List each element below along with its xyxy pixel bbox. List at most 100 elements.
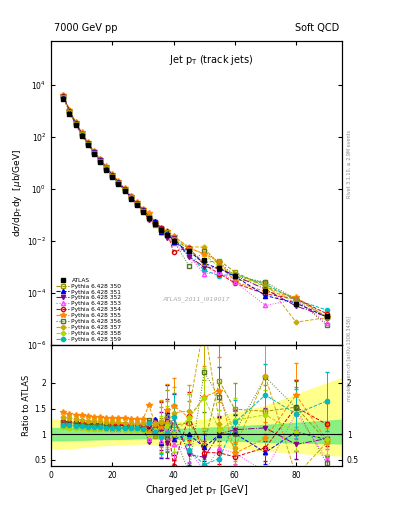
Pythia 6.428 353 (165, 231, 170, 238)
Pythia 6.428 353 (187, 252, 191, 259)
Pythia 6.428 359 (79, 131, 84, 137)
Text: 7000 GeV pp: 7000 GeV pp (54, 24, 118, 33)
Pythia 6.428 351 (232, 273, 237, 280)
Pythia 6.428 357 (324, 314, 329, 321)
Pythia 6.428 350 (73, 121, 78, 127)
Pythia 6.428 354 (67, 108, 72, 114)
Pythia 6.428 353 (92, 150, 96, 156)
Pythia 6.428 359 (104, 165, 108, 172)
Pythia 6.428 354 (61, 93, 66, 99)
Line: Pythia 6.428 356: Pythia 6.428 356 (61, 94, 329, 327)
Pythia 6.428 354 (98, 157, 103, 163)
Pythia 6.428 351 (217, 266, 222, 272)
Pythia 6.428 352 (134, 201, 139, 207)
Pythia 6.428 358 (165, 231, 170, 237)
Pythia 6.428 357 (147, 215, 151, 221)
Pythia 6.428 356 (159, 225, 163, 231)
Pythia 6.428 359 (73, 120, 78, 126)
Pythia 6.428 352 (122, 187, 127, 193)
Pythia 6.428 358 (61, 94, 66, 100)
Pythia 6.428 356 (73, 120, 78, 126)
Pythia 6.428 352 (187, 253, 191, 260)
Y-axis label: d$\sigma$/dp$_\mathsf{T}$dy  [$\mu$b/GeV]: d$\sigma$/dp$_\mathsf{T}$dy [$\mu$b/GeV] (11, 148, 24, 237)
Pythia 6.428 350 (110, 173, 115, 179)
Pythia 6.428 350 (134, 201, 139, 207)
Pythia 6.428 350 (147, 214, 151, 220)
Pythia 6.428 352 (147, 217, 151, 223)
Pythia 6.428 351 (294, 300, 298, 306)
Pythia 6.428 356 (110, 173, 115, 179)
Pythia 6.428 353 (153, 219, 158, 225)
Pythia 6.428 358 (85, 141, 90, 147)
Pythia 6.428 351 (153, 218, 158, 224)
Pythia 6.428 358 (171, 238, 176, 244)
Pythia 6.428 355 (263, 288, 268, 294)
Pythia 6.428 351 (171, 239, 176, 245)
Pythia 6.428 357 (171, 233, 176, 240)
Pythia 6.428 356 (79, 131, 84, 137)
Pythia 6.428 358 (67, 109, 72, 115)
Pythia 6.428 352 (98, 157, 103, 163)
Pythia 6.428 350 (187, 246, 191, 252)
Pythia 6.428 353 (217, 269, 222, 275)
Pythia 6.428 355 (67, 106, 72, 113)
Pythia 6.428 352 (85, 140, 90, 146)
Pythia 6.428 357 (187, 244, 191, 250)
Pythia 6.428 350 (171, 236, 176, 242)
Pythia 6.428 354 (187, 245, 191, 251)
Pythia 6.428 355 (171, 232, 176, 239)
Pythia 6.428 355 (104, 163, 108, 169)
Pythia 6.428 356 (187, 263, 191, 269)
Pythia 6.428 358 (122, 187, 127, 194)
Pythia 6.428 358 (104, 165, 108, 172)
Pythia 6.428 353 (129, 195, 133, 201)
Pythia 6.428 354 (147, 214, 151, 220)
Pythia 6.428 359 (141, 207, 145, 214)
Pythia 6.428 352 (141, 207, 145, 214)
Pythia 6.428 353 (67, 109, 72, 115)
Pythia 6.428 357 (67, 108, 72, 114)
Pythia 6.428 357 (294, 319, 298, 325)
Pythia 6.428 356 (202, 248, 206, 254)
Pythia 6.428 356 (61, 93, 66, 99)
Pythia 6.428 358 (134, 201, 139, 207)
Pythia 6.428 358 (187, 245, 191, 251)
Pythia 6.428 356 (153, 220, 158, 226)
Pythia 6.428 359 (129, 195, 133, 201)
Pythia 6.428 357 (232, 277, 237, 283)
Pythia 6.428 359 (202, 267, 206, 273)
Pythia 6.428 355 (110, 171, 115, 177)
X-axis label: Charged Jet p$_\mathsf{T}$ [GeV]: Charged Jet p$_\mathsf{T}$ [GeV] (145, 482, 248, 497)
Line: Pythia 6.428 357: Pythia 6.428 357 (62, 94, 328, 324)
Pythia 6.428 355 (147, 210, 151, 216)
Y-axis label: Ratio to ATLAS: Ratio to ATLAS (22, 375, 31, 436)
Pythia 6.428 353 (294, 296, 298, 303)
Pythia 6.428 359 (159, 227, 163, 233)
Pythia 6.428 355 (165, 228, 170, 234)
Pythia 6.428 359 (98, 157, 103, 163)
Pythia 6.428 353 (141, 208, 145, 214)
Pythia 6.428 351 (85, 140, 90, 146)
Pythia 6.428 358 (202, 251, 206, 257)
Pythia 6.428 352 (217, 265, 222, 271)
Line: Pythia 6.428 352: Pythia 6.428 352 (61, 95, 329, 318)
Text: Rivet 3.1.10, ≥ 2.9M events: Rivet 3.1.10, ≥ 2.9M events (347, 130, 352, 198)
Pythia 6.428 352 (171, 234, 176, 241)
Pythia 6.428 357 (98, 156, 103, 162)
Pythia 6.428 359 (61, 94, 66, 100)
Pythia 6.428 356 (165, 232, 170, 239)
Pythia 6.428 352 (79, 131, 84, 137)
Pythia 6.428 350 (202, 260, 206, 266)
Pythia 6.428 357 (116, 179, 121, 185)
Pythia 6.428 351 (187, 248, 191, 254)
Pythia 6.428 357 (141, 206, 145, 212)
Pythia 6.428 354 (263, 291, 268, 297)
Pythia 6.428 353 (232, 279, 237, 285)
Pythia 6.428 351 (110, 173, 115, 179)
Pythia 6.428 352 (116, 180, 121, 186)
Pythia 6.428 351 (79, 131, 84, 137)
Pythia 6.428 356 (67, 108, 72, 114)
Pythia 6.428 350 (165, 229, 170, 235)
Pythia 6.428 353 (110, 173, 115, 179)
Text: ATLAS_2011_I919017: ATLAS_2011_I919017 (163, 296, 230, 302)
